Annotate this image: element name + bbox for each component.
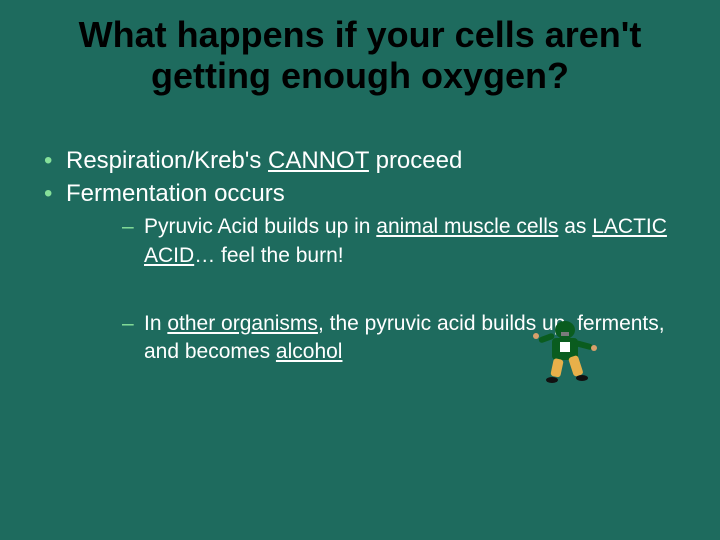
bullet-text-underline: CANNOT bbox=[268, 147, 369, 174]
sub-bullet-item: In other organisms, the pyruvic acid bui… bbox=[122, 310, 688, 367]
sub-text-underline: alcohol bbox=[276, 340, 343, 363]
sub-bullet-item: Pyruvic Acid builds up in animal muscle … bbox=[122, 213, 688, 270]
sub-text-underline: animal muscle cells bbox=[376, 215, 558, 238]
sub-text: In bbox=[144, 312, 167, 335]
bullet-text: Fermentation occurs bbox=[66, 180, 285, 207]
football-player-icon bbox=[530, 318, 600, 396]
sub-bullet-list: Pyruvic Acid builds up in animal muscle … bbox=[122, 213, 688, 366]
bullet-item: Respiration/Kreb's CANNOT proceed bbox=[40, 145, 688, 176]
slide: What happens if your cells aren't gettin… bbox=[0, 0, 720, 540]
sub-text: Pyruvic Acid builds up in bbox=[144, 215, 376, 238]
sub-text: as bbox=[558, 215, 592, 238]
bullet-text: proceed bbox=[369, 147, 462, 174]
sub-text-underline: other organisms bbox=[167, 312, 318, 335]
sub-text: … feel the burn! bbox=[194, 244, 343, 267]
slide-title: What happens if your cells aren't gettin… bbox=[72, 14, 648, 97]
bullet-text: Respiration/Kreb's bbox=[66, 147, 268, 174]
